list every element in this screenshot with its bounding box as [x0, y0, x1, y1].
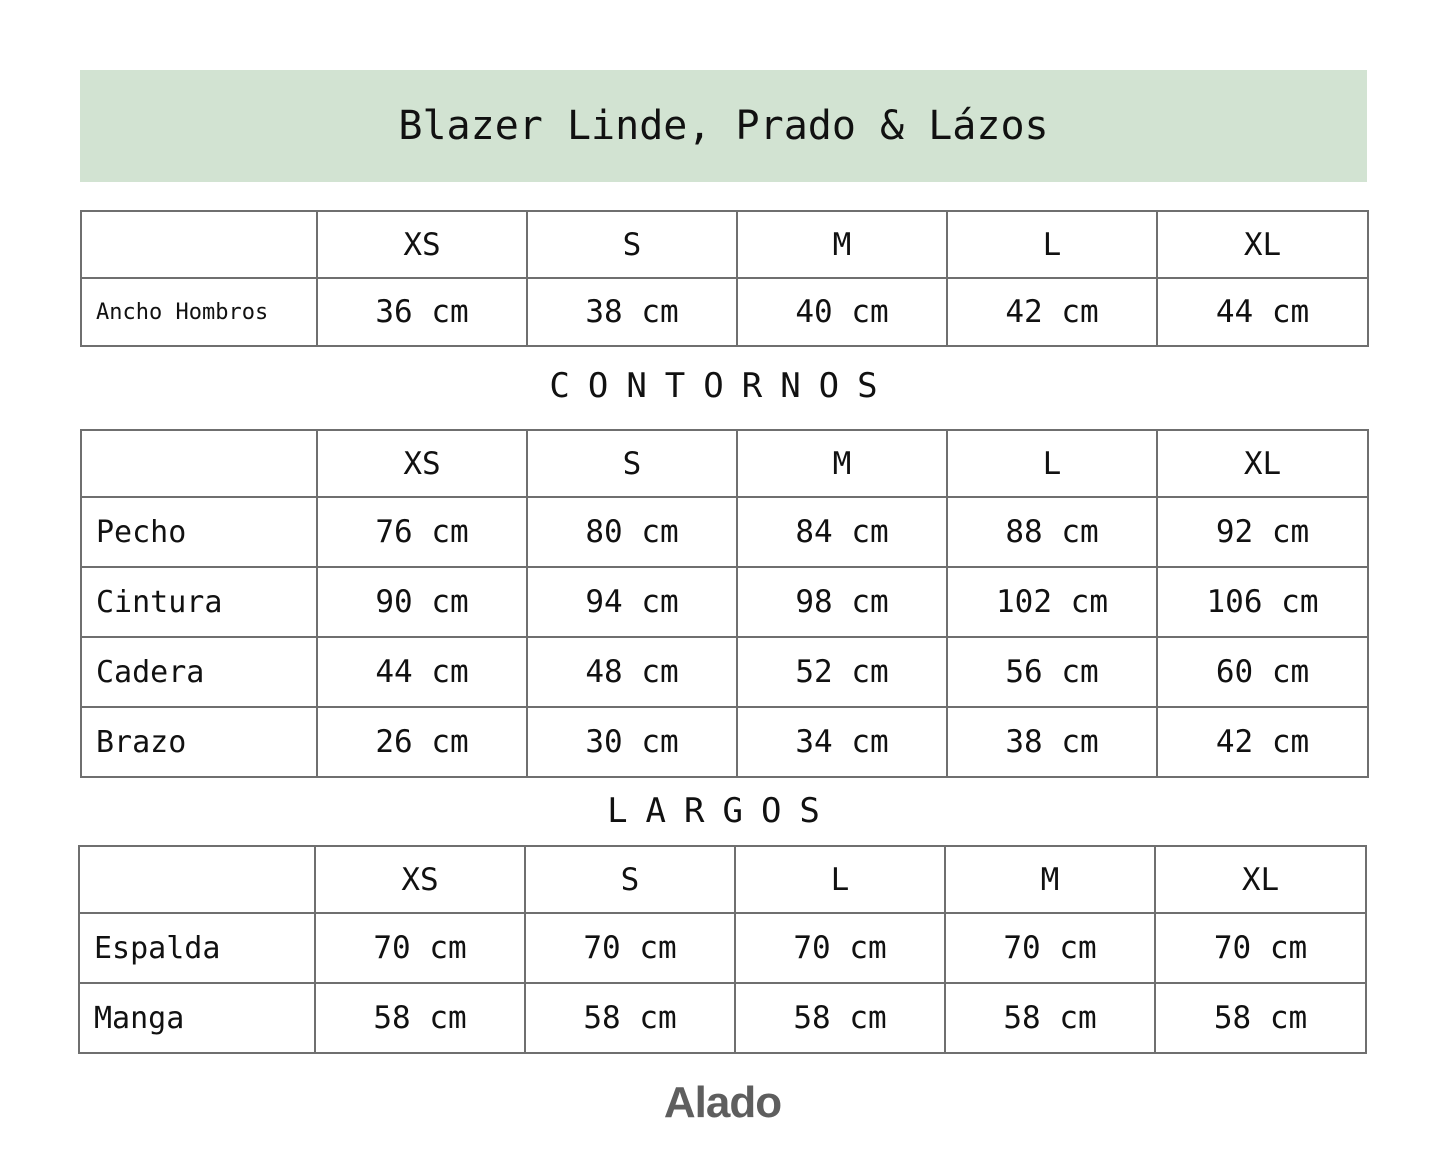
measurement-cell: 58 cm — [314, 982, 526, 1054]
size-header: M — [736, 429, 948, 498]
size-header: XS — [314, 845, 526, 914]
table-row: Espalda 70 cm 70 cm 70 cm 70 cm 70 cm — [78, 912, 1367, 984]
size-header: XL — [1156, 429, 1369, 498]
measurement-cell: 26 cm — [316, 706, 528, 778]
measurement-cell: 58 cm — [524, 982, 736, 1054]
table-row: Brazo 26 cm 30 cm 34 cm 38 cm 42 cm — [80, 706, 1369, 778]
shoulder-width-table: XS S M L XL Ancho Hombros 36 cm 38 cm 40 cm 42 cm… — [80, 210, 1369, 347]
measurement-cell: 102 cm — [946, 566, 1158, 638]
measurement-cell: 42 cm — [1156, 706, 1369, 778]
table-row: Cintura 90 cm 94 cm 98 cm 102 cm 106 cm — [80, 566, 1369, 638]
measurement-cell: 70 cm — [314, 912, 526, 984]
logo-text: Alado — [663, 1078, 782, 1127]
row-label: Cadera — [80, 636, 318, 708]
header-row: XS S L M XL — [78, 845, 1367, 914]
measurement-cell: 38 cm — [946, 706, 1158, 778]
size-header: XL — [1154, 845, 1367, 914]
measurement-cell: 88 cm — [946, 496, 1158, 568]
measurement-cell: 106 cm — [1156, 566, 1369, 638]
measurement-cell: 40 cm — [736, 277, 948, 347]
size-header: S — [526, 210, 738, 279]
table-row: Manga 58 cm 58 cm 58 cm 58 cm 58 cm — [78, 982, 1367, 1054]
measurement-cell: 30 cm — [526, 706, 738, 778]
empty-header-cell — [80, 429, 318, 498]
row-label: Ancho Hombros — [80, 277, 318, 347]
measurement-cell: 44 cm — [1156, 277, 1369, 347]
measurement-cell: 70 cm — [524, 912, 736, 984]
largos-table: XS S L M XL Espalda 70 cm 70 cm 70 cm 70 cm 70 cm M… — [78, 845, 1367, 1054]
header-row: XS S M L XL — [80, 210, 1369, 279]
measurement-cell: 58 cm — [734, 982, 946, 1054]
section-title-contornos: CONTORNOS — [549, 366, 896, 406]
measurement-cell: 76 cm — [316, 496, 528, 568]
empty-header-cell — [80, 210, 318, 279]
measurement-cell: 60 cm — [1156, 636, 1369, 708]
size-header: XL — [1156, 210, 1369, 279]
table-row: Cadera 44 cm 48 cm 52 cm 56 cm 60 cm — [80, 636, 1369, 708]
row-label: Manga — [78, 982, 316, 1054]
measurement-cell: 58 cm — [944, 982, 1156, 1054]
section-title-largos: LARGOS — [607, 791, 838, 831]
measurement-cell: 90 cm — [316, 566, 528, 638]
size-header: L — [946, 429, 1158, 498]
measurement-cell: 38 cm — [526, 277, 738, 347]
size-header: XS — [316, 210, 528, 279]
measurement-cell: 44 cm — [316, 636, 528, 708]
row-label: Brazo — [80, 706, 318, 778]
measurement-cell: 36 cm — [316, 277, 528, 347]
measurement-cell: 52 cm — [736, 636, 948, 708]
row-label: Cintura — [80, 566, 318, 638]
measurement-cell: 84 cm — [736, 496, 948, 568]
table-row: Pecho 76 cm 80 cm 84 cm 88 cm 92 cm — [80, 496, 1369, 568]
measurement-cell: 70 cm — [944, 912, 1156, 984]
empty-header-cell — [78, 845, 316, 914]
measurement-cell: 58 cm — [1154, 982, 1367, 1054]
measurement-cell: 48 cm — [526, 636, 738, 708]
size-header: S — [526, 429, 738, 498]
measurement-cell: 56 cm — [946, 636, 1158, 708]
table-row: Ancho Hombros 36 cm 38 cm 40 cm 42 cm 44 cm — [80, 277, 1369, 347]
measurement-cell: 42 cm — [946, 277, 1158, 347]
measurement-cell: 94 cm — [526, 566, 738, 638]
brand-logo: Alado — [0, 1078, 1445, 1128]
size-header: L — [734, 845, 946, 914]
title-banner: Blazer Linde, Prado & Lázos — [80, 70, 1367, 182]
page-title: Blazer Linde, Prado & Lázos — [398, 103, 1049, 149]
size-header: M — [944, 845, 1156, 914]
size-header: XS — [316, 429, 528, 498]
size-header: S — [524, 845, 736, 914]
measurement-cell: 92 cm — [1156, 496, 1369, 568]
header-row: XS S M L XL — [80, 429, 1369, 498]
row-label: Espalda — [78, 912, 316, 984]
measurement-cell: 70 cm — [1154, 912, 1367, 984]
size-header: M — [736, 210, 948, 279]
contornos-table: XS S M L XL Pecho 76 cm 80 cm 84 cm 88 cm 92 cm Cin… — [80, 429, 1369, 778]
measurement-cell: 70 cm — [734, 912, 946, 984]
measurement-cell: 80 cm — [526, 496, 738, 568]
size-header: L — [946, 210, 1158, 279]
measurement-cell: 98 cm — [736, 566, 948, 638]
row-label: Pecho — [80, 496, 318, 568]
measurement-cell: 34 cm — [736, 706, 948, 778]
